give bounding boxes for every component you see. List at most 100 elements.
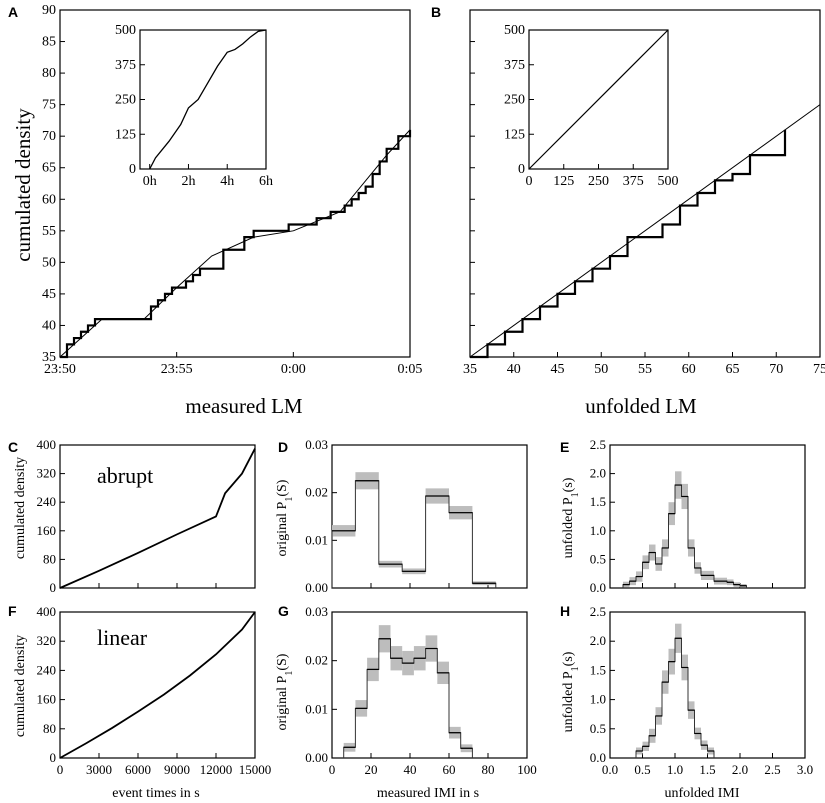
panel-b-x-tick-label-3: 50 bbox=[594, 362, 608, 377]
panel-a-series-measured-staircase bbox=[60, 129, 412, 359]
panel-b-x-tick-label-0: 35 bbox=[463, 362, 477, 377]
plot-layer: 35 40 45 50 55 60 65 70 75 80 85 90 23:50 23:55 0:00 0:… bbox=[37, 3, 825, 777]
panel-b-x-tick-label-8: 75 bbox=[813, 362, 825, 377]
panel-f-x-tick-label-1: 3000 bbox=[86, 762, 112, 777]
panel-a-y-tick-label-6: 65 bbox=[42, 161, 56, 176]
panel-g-x-tick-label-3: 60 bbox=[443, 762, 456, 777]
panel-b-x-tick-label-4: 55 bbox=[638, 362, 652, 377]
panel-b-inset-x-tick-label-0: 0 bbox=[526, 174, 533, 189]
panel-e-frame bbox=[609, 444, 806, 589]
panel-h-x-tick-label-3: 1.5 bbox=[699, 762, 715, 777]
panel-a-frame bbox=[59, 9, 411, 358]
panel-f-x-tick-label-5: 15000 bbox=[239, 762, 272, 777]
panel-g-x-tick-label-4: 80 bbox=[482, 762, 495, 777]
panel-g-y-tick-label-2: 0.02 bbox=[305, 653, 328, 668]
panel-e-ylabel-tail: (s) bbox=[561, 477, 576, 492]
panel-letter-b: B bbox=[431, 4, 441, 20]
panel-b-x-tick-label-6: 65 bbox=[726, 362, 740, 377]
panel-a-y-tick-label-0: 35 bbox=[42, 350, 56, 365]
panel-a-inset-y-tick-label-4: 500 bbox=[115, 23, 136, 38]
panel-f-annotation: linear bbox=[97, 625, 148, 650]
panel-b-inset-x-tick-label-3: 375 bbox=[623, 174, 644, 189]
panel-a-inset-series-line bbox=[149, 29, 267, 170]
panel-a-y-tick-label-4: 55 bbox=[42, 224, 56, 239]
panel-f-y-tick-label-2: 160 bbox=[37, 692, 57, 707]
panel-h-y-tick-label-2: 1.0 bbox=[590, 692, 606, 707]
panel-a-inset-x-tick-label-2: 4h bbox=[220, 174, 234, 189]
panel-letter-d: D bbox=[278, 439, 288, 455]
panel-c-y-tick-label-2: 160 bbox=[37, 523, 57, 538]
panel-a-x-axis-label: measured LM bbox=[185, 394, 303, 418]
panel-b-x-tick-label-7: 70 bbox=[769, 362, 783, 377]
panel-f-y-tick-label-1: 80 bbox=[43, 721, 56, 736]
panel-a-inset-x-tick-label-0: 0h bbox=[143, 174, 157, 189]
panel-c-y-tick-label-5: 400 bbox=[37, 437, 57, 452]
panel-f-y-tick-label-5: 400 bbox=[37, 604, 57, 619]
panel-g-x-axis-label: measured IMI in s bbox=[377, 786, 479, 801]
panel-d-ylabel-main: original P bbox=[275, 501, 290, 556]
panel-g-x-tick-label-1: 20 bbox=[365, 762, 378, 777]
panel-f-y-tick-label-4: 320 bbox=[37, 633, 57, 648]
panel-d-y-tick-label-1: 0.01 bbox=[305, 532, 328, 547]
panel-h-x-tick-label-6: 3.0 bbox=[797, 762, 813, 777]
panel-letter-f: F bbox=[8, 603, 17, 619]
panel-a-inset-x-tick-label-3: 6h bbox=[259, 174, 273, 189]
panel-d-y-tick-label-2: 0.02 bbox=[305, 485, 328, 500]
panel-c-y-tick-label-4: 320 bbox=[37, 466, 57, 481]
panel-g-x-tick-label-5: 100 bbox=[517, 762, 537, 777]
panel-g-x-tick-label-2: 40 bbox=[404, 762, 417, 777]
panel-c-annotation: abrupt bbox=[97, 463, 153, 488]
panel-b-inset-x-tick-label-4: 500 bbox=[658, 174, 679, 189]
panel-b-x-tick-label-1: 40 bbox=[507, 362, 521, 377]
panel-a-inset-y-tick-label-0: 0 bbox=[129, 162, 136, 177]
panel-c-y-tick-label-3: 240 bbox=[37, 494, 57, 509]
panel-f-y-axis-label: cumulated density bbox=[13, 635, 28, 737]
panel-a-y-tick-label-2: 45 bbox=[42, 287, 56, 302]
panel-e-ylabel-main: unfolded P bbox=[561, 497, 576, 558]
panel-b-inset-x-tick-label-2: 250 bbox=[588, 174, 609, 189]
panel-a-inset-y-tick-label-3: 375 bbox=[115, 58, 136, 73]
panel-h-x-tick-label-1: 0.5 bbox=[634, 762, 650, 777]
panel-b-inset-y-tick-label-3: 375 bbox=[504, 58, 525, 73]
panel-e-ylabel-sub: 1 bbox=[570, 492, 581, 497]
panel-f-frame bbox=[59, 611, 256, 759]
panel-a-y-tick-label-1: 40 bbox=[42, 318, 56, 333]
panel-letter-e: E bbox=[560, 439, 569, 455]
panel-f-x-tick-label-0: 0 bbox=[57, 762, 64, 777]
panel-h-x-tick-label-4: 2.0 bbox=[732, 762, 748, 777]
panel-d-y-axis-label: original P1(S) bbox=[275, 479, 295, 556]
panel-h-ylabel-main: unfolded P bbox=[561, 671, 576, 732]
panel-d-ylabel-tail: (S) bbox=[275, 479, 290, 496]
panel-g-y-tick-label-3: 0.03 bbox=[305, 604, 328, 619]
panel-b-x-tick-label-2: 45 bbox=[551, 362, 565, 377]
panel-e-y-tick-label-5: 2.5 bbox=[590, 437, 606, 452]
panel-b-x-axis-label: unfolded LM bbox=[585, 394, 697, 418]
panel-g-y-axis-label: original P1(S) bbox=[275, 653, 295, 730]
panel-c-y-axis-label: cumulated density bbox=[13, 457, 28, 559]
panel-f-y-tick-label-0: 0 bbox=[50, 750, 57, 765]
panel-c-series-line bbox=[59, 448, 256, 589]
panel-d-frame bbox=[331, 444, 528, 589]
panel-a-y-tick-label-3: 50 bbox=[42, 255, 56, 270]
panel-e-y-tick-label-4: 2.0 bbox=[590, 466, 606, 481]
panel-d-y-tick-label-3: 0.03 bbox=[305, 437, 328, 452]
panel-a-x-tick-label-0: 23:50 bbox=[44, 362, 76, 377]
panel-b-x-tick-label-5: 60 bbox=[682, 362, 696, 377]
panel-c-frame bbox=[59, 444, 256, 589]
panel-h-y-tick-label-5: 2.5 bbox=[590, 604, 606, 619]
panel-e-y-axis-label: unfolded P1(s) bbox=[561, 477, 581, 558]
panel-a-y-tick-label-11: 90 bbox=[42, 3, 56, 18]
panel-a-y-tick-label-7: 70 bbox=[42, 129, 56, 144]
panel-g-frame bbox=[331, 611, 528, 759]
panel-letter-h: H bbox=[560, 603, 570, 619]
panel-f-y-tick-label-3: 240 bbox=[37, 662, 57, 677]
panel-e-y-tick-label-0: 0.0 bbox=[590, 580, 606, 595]
panel-f-x-tick-label-3: 9000 bbox=[164, 762, 190, 777]
panel-b-series-unit-diagonal bbox=[469, 104, 821, 358]
panel-h-y-tick-label-0: 0.0 bbox=[590, 750, 606, 765]
panel-g-x-tick-label-0: 0 bbox=[329, 762, 336, 777]
panel-f-x-tick-label-4: 12000 bbox=[200, 762, 233, 777]
panel-e-y-tick-label-1: 0.5 bbox=[590, 551, 606, 566]
panel-a-inset-y-tick-label-2: 250 bbox=[115, 93, 136, 108]
panel-h-y-tick-label-3: 1.5 bbox=[590, 662, 606, 677]
